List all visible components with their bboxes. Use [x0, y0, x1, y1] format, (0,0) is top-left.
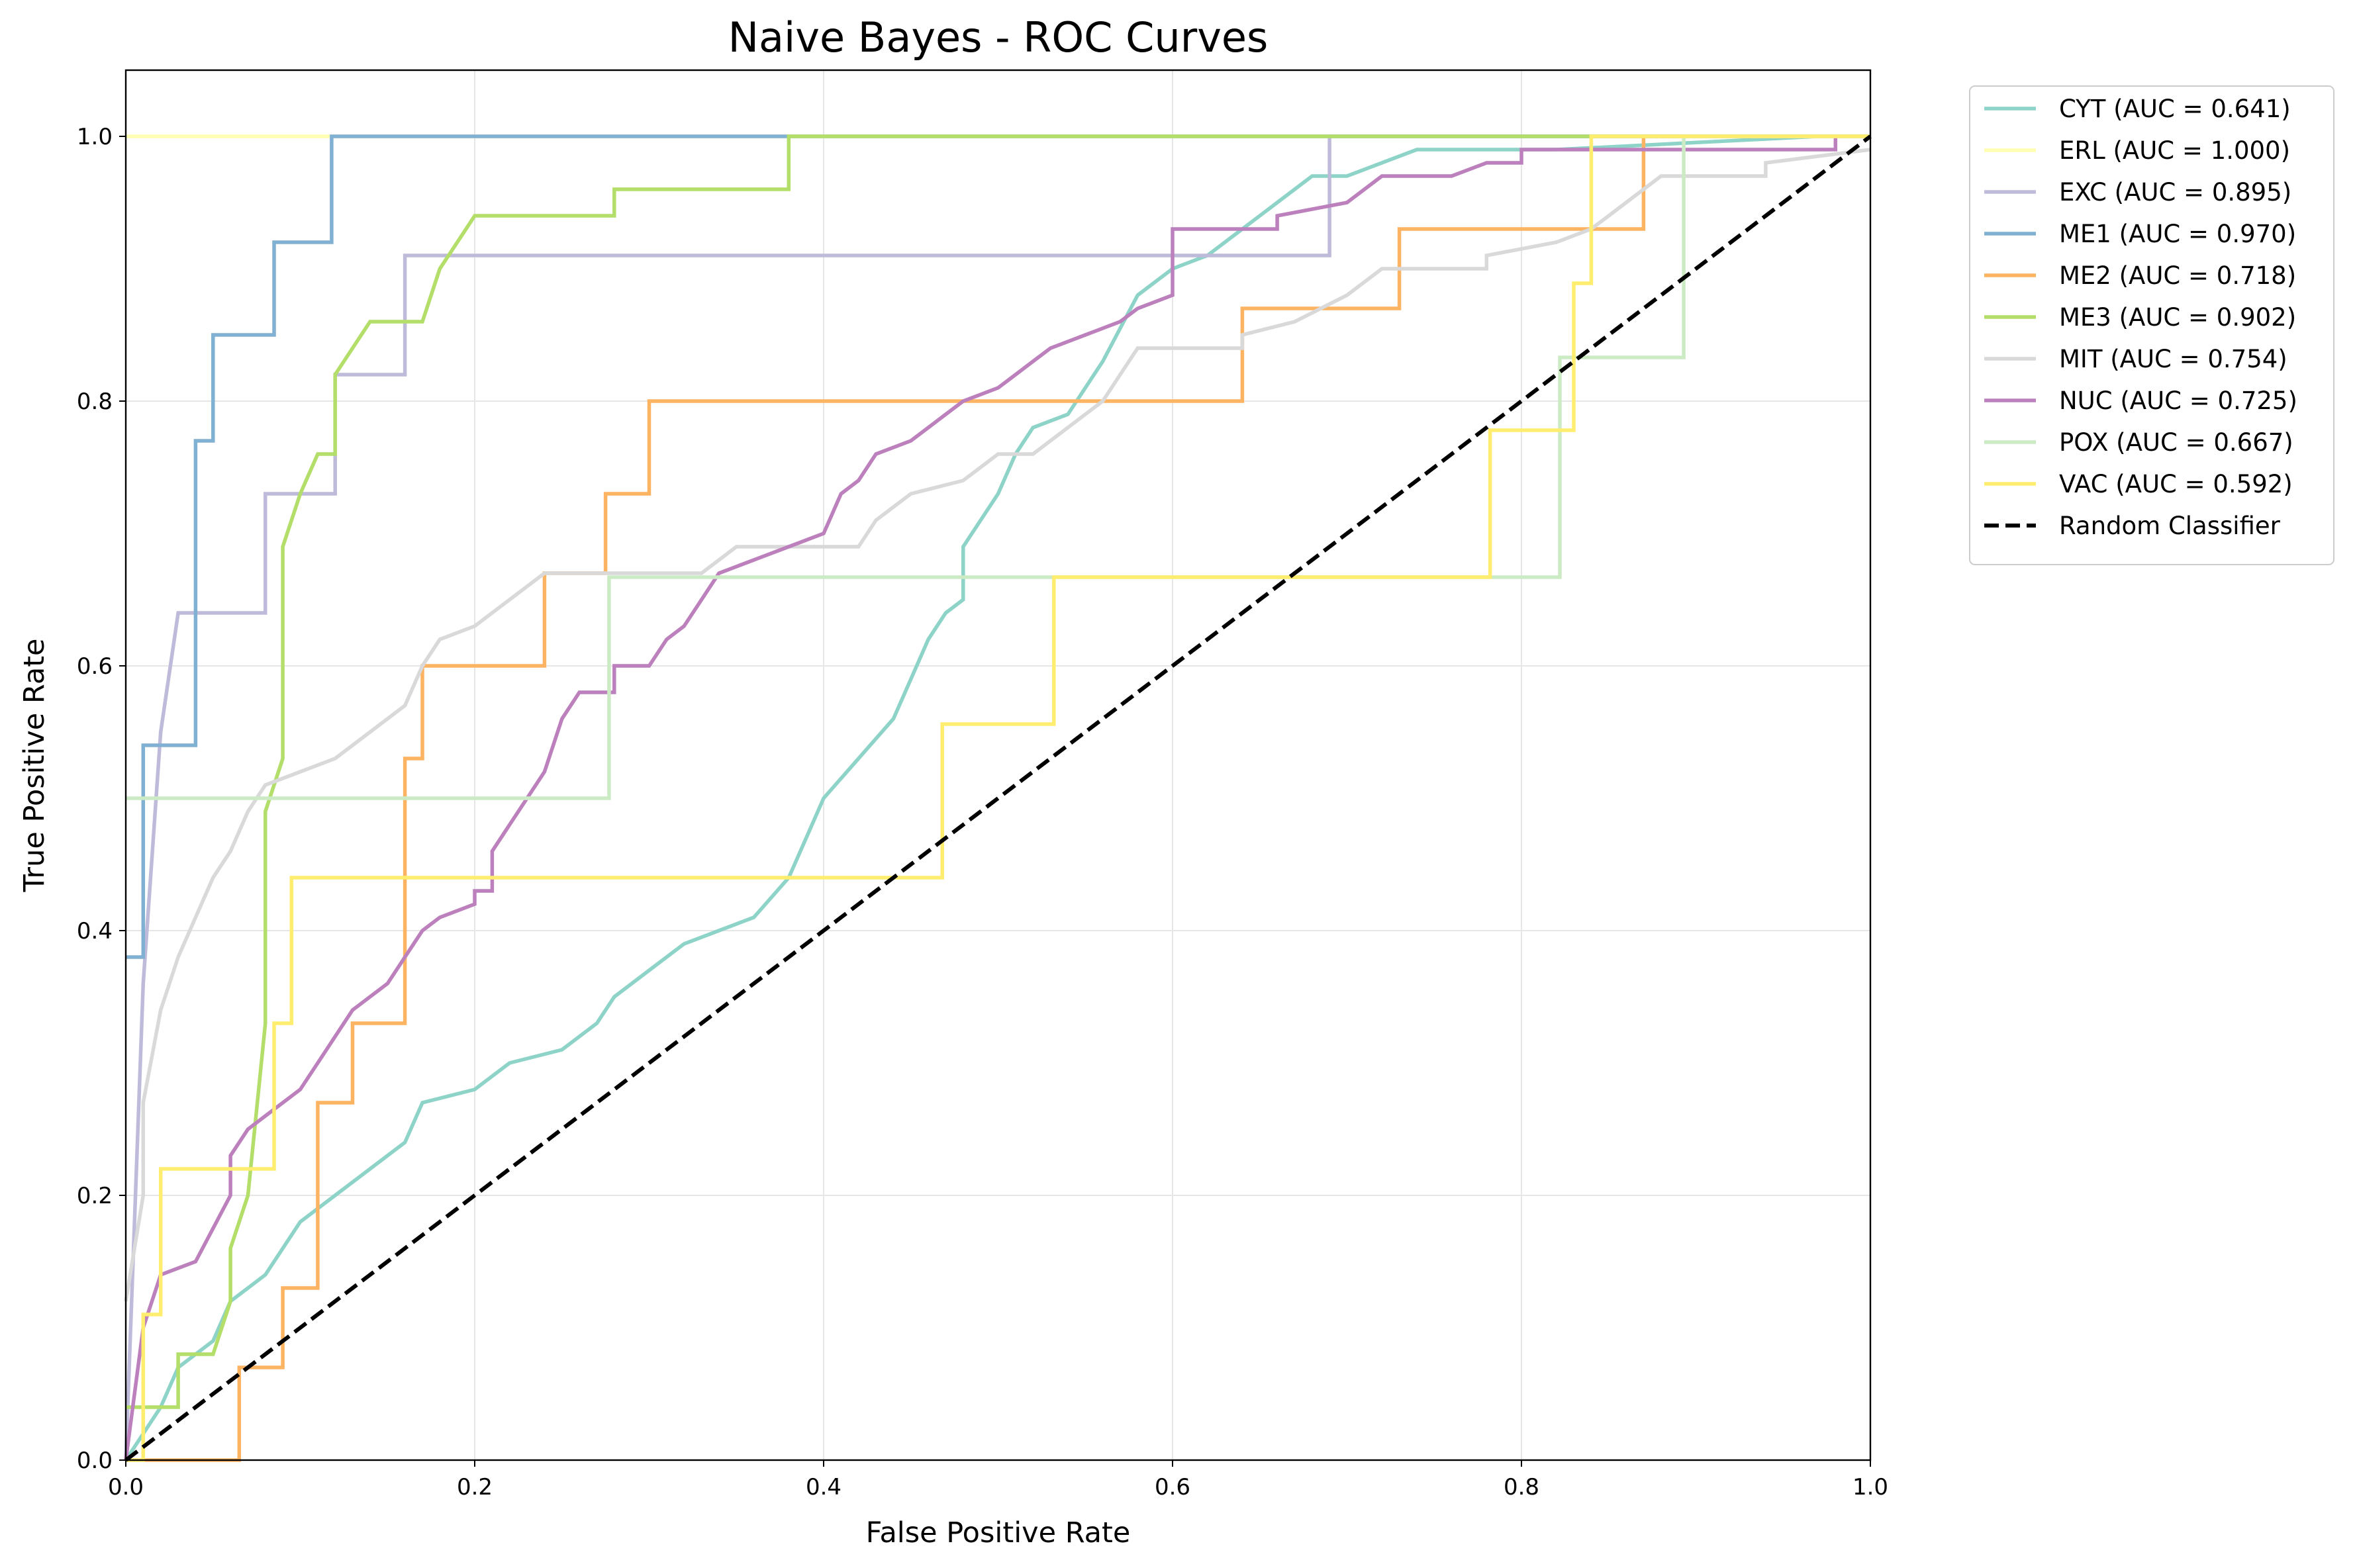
legend-entry: NUC (AUC = 0.725) — [2059, 387, 2297, 415]
y-tick-label: 1.0 — [77, 124, 113, 150]
x-axis: 0.0 0.2 0.4 0.6 0.8 1.0 — [108, 1460, 1888, 1500]
x-tick-label: 1.0 — [1852, 1474, 1888, 1500]
legend-entry: CYT (AUC = 0.641) — [2059, 95, 2291, 123]
series-line-6 — [124, 148, 1871, 1302]
series-line-8 — [126, 134, 1870, 800]
series-line-3 — [126, 134, 1870, 959]
legend-entry: Random Classifier — [2059, 512, 2281, 540]
y-axis: 0.0 0.2 0.4 0.6 0.8 1.0 — [77, 124, 126, 1474]
plot-frame — [124, 69, 1872, 1461]
legend-entry: MIT (AUC = 0.754) — [2059, 345, 2287, 373]
y-axis-label: True Positive Rate — [18, 638, 51, 892]
x-tick-label: 0.0 — [108, 1474, 144, 1500]
series-line-9 — [126, 134, 1870, 1462]
legend-entry: ME2 (AUC = 0.718) — [2059, 261, 2296, 290]
chart-title: Naive Bayes - ROC Curves — [728, 13, 1269, 62]
y-tick-label: 0.6 — [77, 653, 113, 680]
x-axis-label: False Positive Rate — [866, 1516, 1131, 1549]
legend-box — [1969, 85, 2334, 565]
series-lines — [124, 134, 1872, 1462]
series-line-10 — [124, 134, 1872, 1462]
series-line-7 — [124, 136, 1838, 1461]
legend-entry: ME3 (AUC = 0.902) — [2059, 303, 2296, 332]
y-tick-label: 0.0 — [77, 1448, 113, 1474]
x-tick-label: 0.6 — [1155, 1474, 1190, 1500]
legend-entry: ERL (AUC = 1.000) — [2059, 136, 2290, 165]
legend: CYT (AUC = 0.641) ERL (AUC = 1.000) EXC (A… — [1969, 85, 2334, 565]
x-tick-label: 0.2 — [457, 1474, 493, 1500]
x-tick-label: 0.8 — [1504, 1474, 1539, 1500]
legend-entry: ME1 (AUC = 0.970) — [2059, 220, 2296, 248]
legend-entry: VAC (AUC = 0.592) — [2059, 470, 2293, 498]
series-line-4 — [126, 134, 1870, 1462]
legend-entry: POX (AUC = 0.667) — [2059, 428, 2293, 457]
series-line-2 — [124, 134, 1870, 1461]
y-tick-label: 0.2 — [77, 1183, 113, 1209]
x-tick-label: 0.4 — [806, 1474, 842, 1500]
series-line-5 — [126, 134, 1870, 1409]
series-line-0 — [124, 134, 1819, 1461]
y-tick-label: 0.8 — [77, 389, 113, 415]
y-tick-label: 0.4 — [77, 918, 113, 945]
legend-entry: EXC (AUC = 0.895) — [2059, 178, 2291, 207]
